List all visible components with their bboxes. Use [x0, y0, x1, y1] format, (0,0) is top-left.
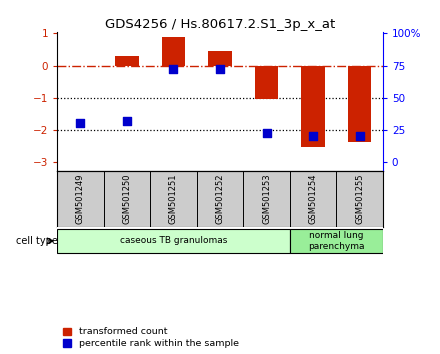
Bar [115, 56, 139, 65]
Text: normal lung
parenchyma: normal lung parenchyma [308, 231, 364, 251]
Bar [69, 65, 92, 66]
Text: GSM501255: GSM501255 [355, 174, 364, 224]
Text: GSM501251: GSM501251 [169, 174, 178, 224]
Text: GSM501253: GSM501253 [262, 174, 271, 224]
Bar [348, 65, 371, 142]
Bar [290, 229, 383, 253]
Point [77, 120, 84, 126]
Point [216, 67, 224, 72]
Bar [209, 51, 231, 65]
Bar [57, 229, 290, 253]
Point [170, 67, 177, 72]
Text: caseous TB granulomas: caseous TB granulomas [120, 236, 227, 245]
Text: GSM501254: GSM501254 [308, 174, 318, 224]
Text: GSM501250: GSM501250 [122, 174, 132, 224]
Legend: transformed count, percentile rank within the sample: transformed count, percentile rank withi… [62, 326, 240, 349]
Point [309, 133, 316, 139]
Point [124, 118, 131, 124]
Bar [255, 65, 278, 99]
Text: cell type: cell type [16, 236, 58, 246]
Text: GSM501252: GSM501252 [216, 174, 224, 224]
Title: GDS4256 / Hs.80617.2.S1_3p_x_at: GDS4256 / Hs.80617.2.S1_3p_x_at [105, 18, 335, 31]
Bar [301, 65, 325, 147]
Bar [162, 37, 185, 65]
Text: GSM501249: GSM501249 [76, 174, 85, 224]
Point [263, 131, 270, 136]
Point [356, 133, 363, 139]
